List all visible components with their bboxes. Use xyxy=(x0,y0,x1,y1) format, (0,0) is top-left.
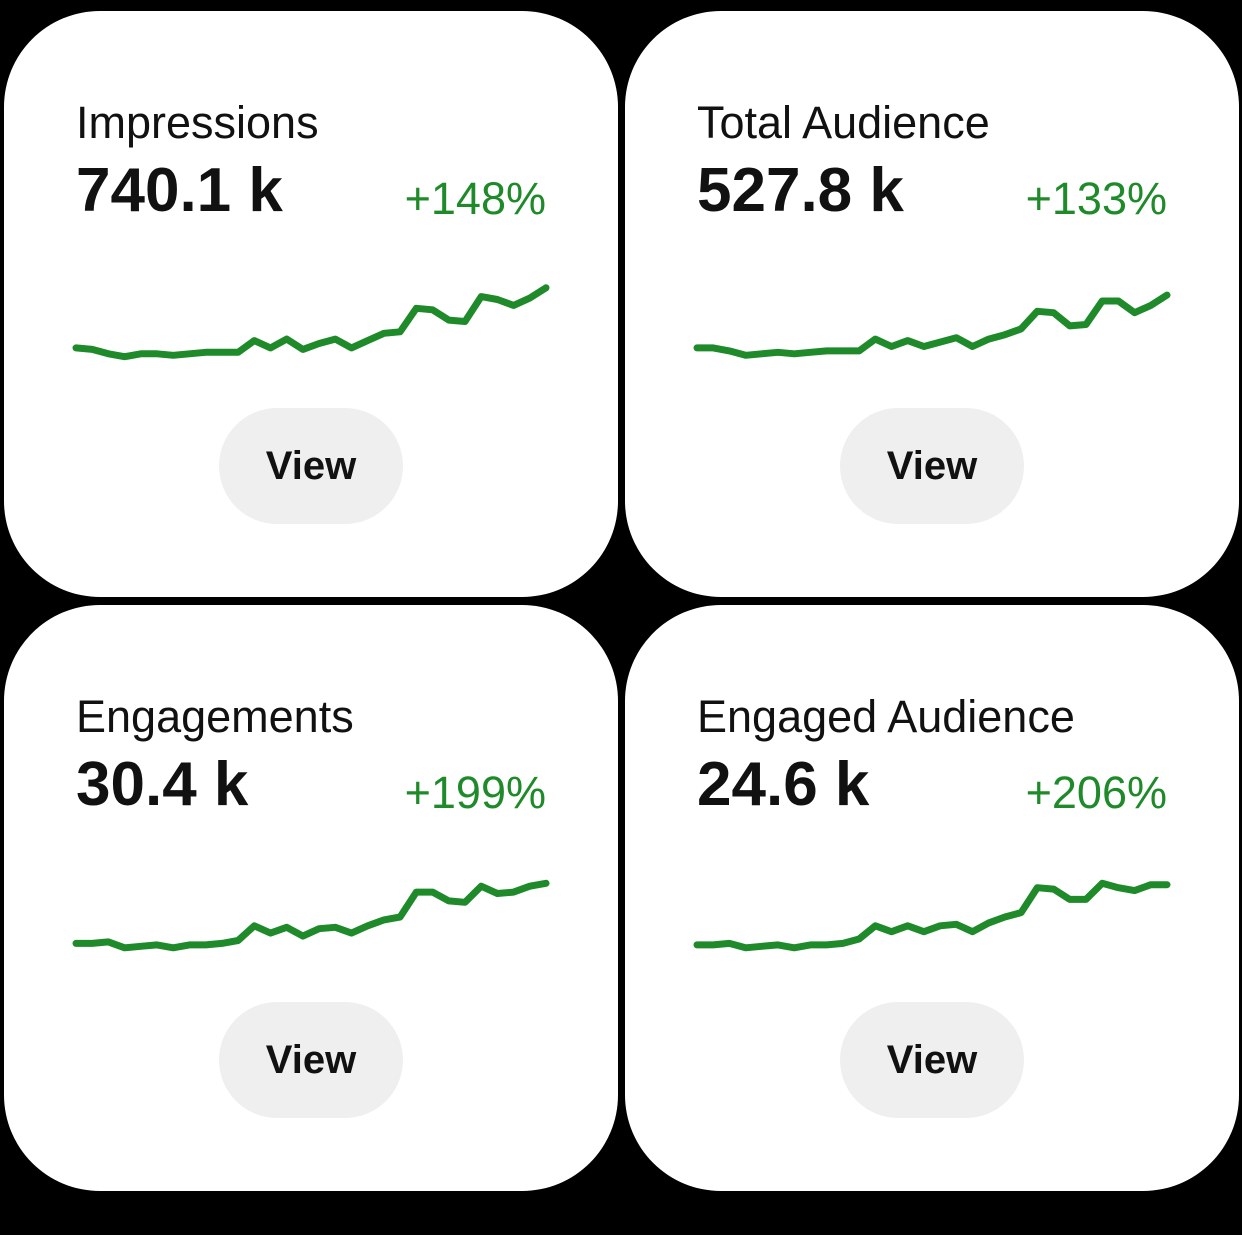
card-value: 740.1 k xyxy=(76,156,283,225)
sparkline-chart xyxy=(693,879,1171,952)
view-button[interactable]: View xyxy=(219,1002,403,1118)
card-change: +133% xyxy=(1025,173,1167,224)
engaged-audience-card: Engaged Audience 24.6 k +206% View xyxy=(625,605,1239,1191)
card-title: Engagements xyxy=(76,691,354,742)
card-title: Total Audience xyxy=(697,97,990,148)
sparkline-series xyxy=(693,291,1171,359)
card-change: +148% xyxy=(404,173,546,224)
card-title: Impressions xyxy=(76,97,319,148)
sparkline-series xyxy=(693,879,1171,952)
impressions-card: Impressions 740.1 k +148% View xyxy=(4,11,618,597)
sparkline-chart xyxy=(72,879,550,952)
view-button[interactable]: View xyxy=(840,408,1024,524)
card-change: +206% xyxy=(1025,767,1167,818)
engagements-card: Engagements 30.4 k +199% View xyxy=(4,605,618,1191)
card-change: +199% xyxy=(404,767,546,818)
sparkline-chart xyxy=(72,284,550,361)
sparkline-chart xyxy=(693,291,1171,359)
card-value: 30.4 k xyxy=(76,750,249,819)
total-audience-card: Total Audience 527.8 k +133% View xyxy=(625,11,1239,597)
view-button[interactable]: View xyxy=(840,1002,1024,1118)
sparkline-series xyxy=(72,284,550,361)
view-button[interactable]: View xyxy=(219,408,403,524)
card-value: 24.6 k xyxy=(697,750,870,819)
card-value: 527.8 k xyxy=(697,156,904,225)
sparkline-series xyxy=(72,879,550,952)
card-title: Engaged Audience xyxy=(697,691,1075,742)
